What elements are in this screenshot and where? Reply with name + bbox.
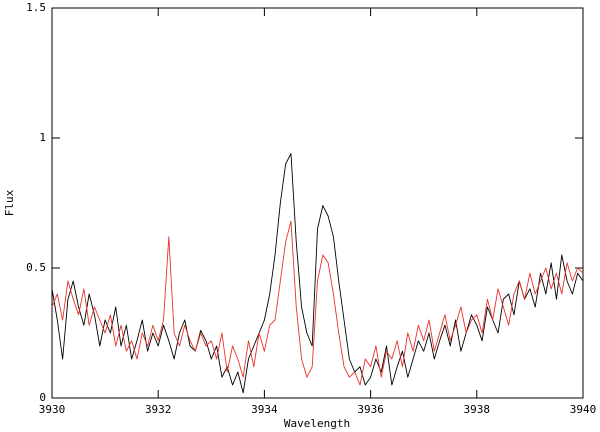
x-tick-label: 3930 [39,403,66,416]
x-axis-label: Wavelength [284,417,350,430]
y-tick-label: 0.5 [26,261,46,274]
x-tick-label: 3934 [251,403,278,416]
y-tick-label: 0 [39,391,46,404]
spectrum-line [51,153,584,394]
y-tick-label: 1 [39,131,46,144]
x-tick-label: 3940 [570,403,597,416]
x-tick-label: 3938 [464,403,491,416]
x-tick-label: 3932 [145,403,172,416]
plot-frame [51,7,584,399]
y-axis-label: Flux [3,189,16,216]
spectrum-line [51,220,584,386]
y-tick-label: 1.5 [26,1,46,14]
x-tick-label: 3936 [357,403,384,416]
